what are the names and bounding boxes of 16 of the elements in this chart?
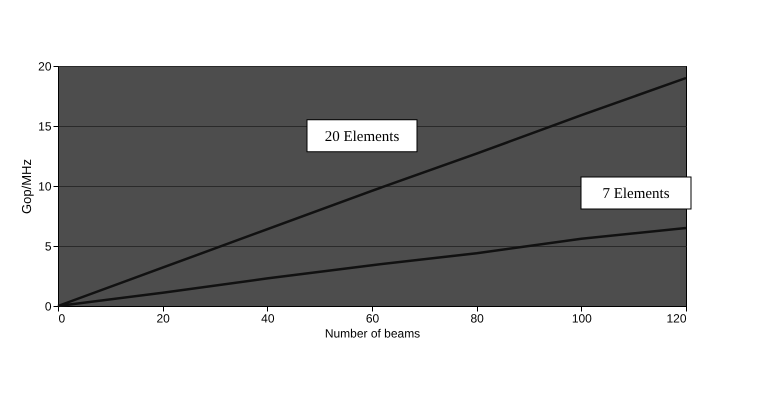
series-label: 7 Elements — [602, 186, 670, 202]
x-tick-label: 40 — [261, 312, 275, 326]
y-tick-label: 10 — [38, 180, 52, 194]
y-tick-label: 0 — [44, 300, 52, 314]
x-tick-label: 120 — [666, 312, 687, 326]
text: 20 Elements — [324, 128, 400, 145]
x-tick-label: 60 — [366, 312, 380, 326]
x-tick-label: 100 — [572, 312, 592, 326]
x-tick-label: 0 — [58, 312, 66, 326]
x-tick-label: 20 — [156, 312, 170, 326]
x-tick-label: 80 — [470, 312, 484, 326]
y-tick-label: 15 — [38, 120, 52, 134]
x-axis-title: Number of beams — [324, 326, 420, 340]
y-tick-label: 5 — [44, 240, 52, 254]
y-tick-label: 20 — [38, 60, 52, 74]
y-axis-title: Gop/MHz — [19, 159, 34, 214]
